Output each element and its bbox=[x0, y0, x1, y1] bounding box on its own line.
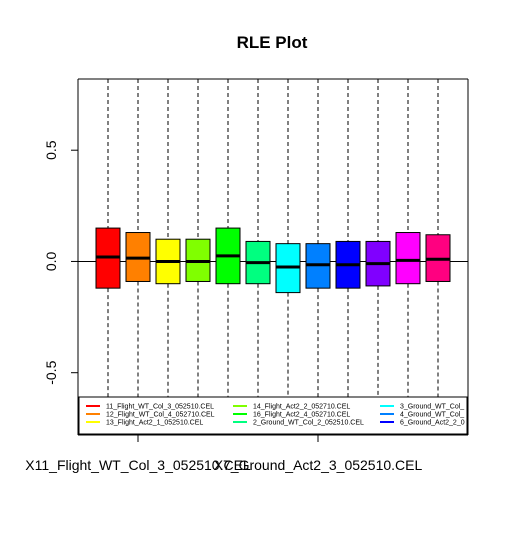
legend-item: 13_Flight_Act2_1_052510.CEL bbox=[86, 420, 203, 427]
boxes-layer bbox=[78, 79, 468, 435]
legend-label: 16_Flight_Act2_4_052710.CEL bbox=[253, 412, 350, 419]
legend-item: 3_Ground_WT_Col_ bbox=[380, 404, 464, 411]
legend-label: 6_Ground_Act2_2_0 bbox=[400, 420, 465, 427]
legend-item: 14_Flight_Act2_2_052710.CEL bbox=[233, 404, 350, 411]
legend-label: 14_Flight_Act2_2_052710.CEL bbox=[253, 404, 350, 411]
legend-item: 2_Ground_WT_Col_2_052510.CEL bbox=[233, 420, 364, 427]
x-axis: X11_Flight_WT_Col_3_052510.CELX7_Ground_… bbox=[25, 435, 423, 473]
legend-item: 16_Flight_Act2_4_052710.CEL bbox=[233, 412, 350, 419]
box-12 bbox=[425, 79, 451, 435]
legend-item: 12_Flight_WT_Col_4_052710.CEL bbox=[86, 412, 215, 419]
y-tick-label: 0.5 bbox=[43, 140, 59, 160]
chart-title: RLE Plot bbox=[237, 33, 308, 52]
box-6 bbox=[245, 79, 271, 435]
box-4 bbox=[185, 79, 211, 435]
legend: 11_Flight_WT_Col_3_052510.CEL12_Flight_W… bbox=[78, 396, 468, 435]
legend-box bbox=[78, 396, 468, 435]
legend-label: 4_Ground_WT_Col_ bbox=[400, 412, 464, 419]
legend-label: 2_Ground_WT_Col_2_052510.CEL bbox=[253, 420, 364, 427]
x-tick-label: X11_Flight_WT_Col_3_052510.CEL bbox=[25, 457, 251, 473]
y-tick-label: 0.0 bbox=[43, 252, 59, 272]
box-10 bbox=[365, 79, 391, 435]
x-tick-label: X7_Ground_Act2_3_052510.CEL bbox=[214, 457, 423, 473]
legend-item: 11_Flight_WT_Col_3_052510.CEL bbox=[86, 404, 214, 411]
box-2 bbox=[125, 79, 151, 435]
box-9 bbox=[335, 79, 361, 435]
y-tick-label: -0.5 bbox=[43, 360, 59, 384]
legend-label: 3_Ground_WT_Col_ bbox=[400, 404, 464, 411]
legend-label: 11_Flight_WT_Col_3_052510.CEL bbox=[106, 404, 214, 411]
box-3 bbox=[155, 79, 181, 435]
box-8 bbox=[305, 79, 331, 435]
box-1 bbox=[95, 79, 121, 435]
legend-label: 13_Flight_Act2_1_052510.CEL bbox=[106, 420, 203, 427]
legend-item: 4_Ground_WT_Col_ bbox=[380, 412, 464, 419]
box-11 bbox=[395, 79, 421, 435]
y-axis: -0.5 0.0 0.5 bbox=[43, 140, 78, 385]
box-7 bbox=[275, 79, 301, 435]
box-body bbox=[395, 232, 421, 285]
legend-item: 6_Ground_Act2_2_0 bbox=[380, 420, 465, 427]
legend-label: 12_Flight_WT_Col_4_052710.CEL bbox=[106, 412, 215, 419]
box-5 bbox=[215, 79, 241, 435]
